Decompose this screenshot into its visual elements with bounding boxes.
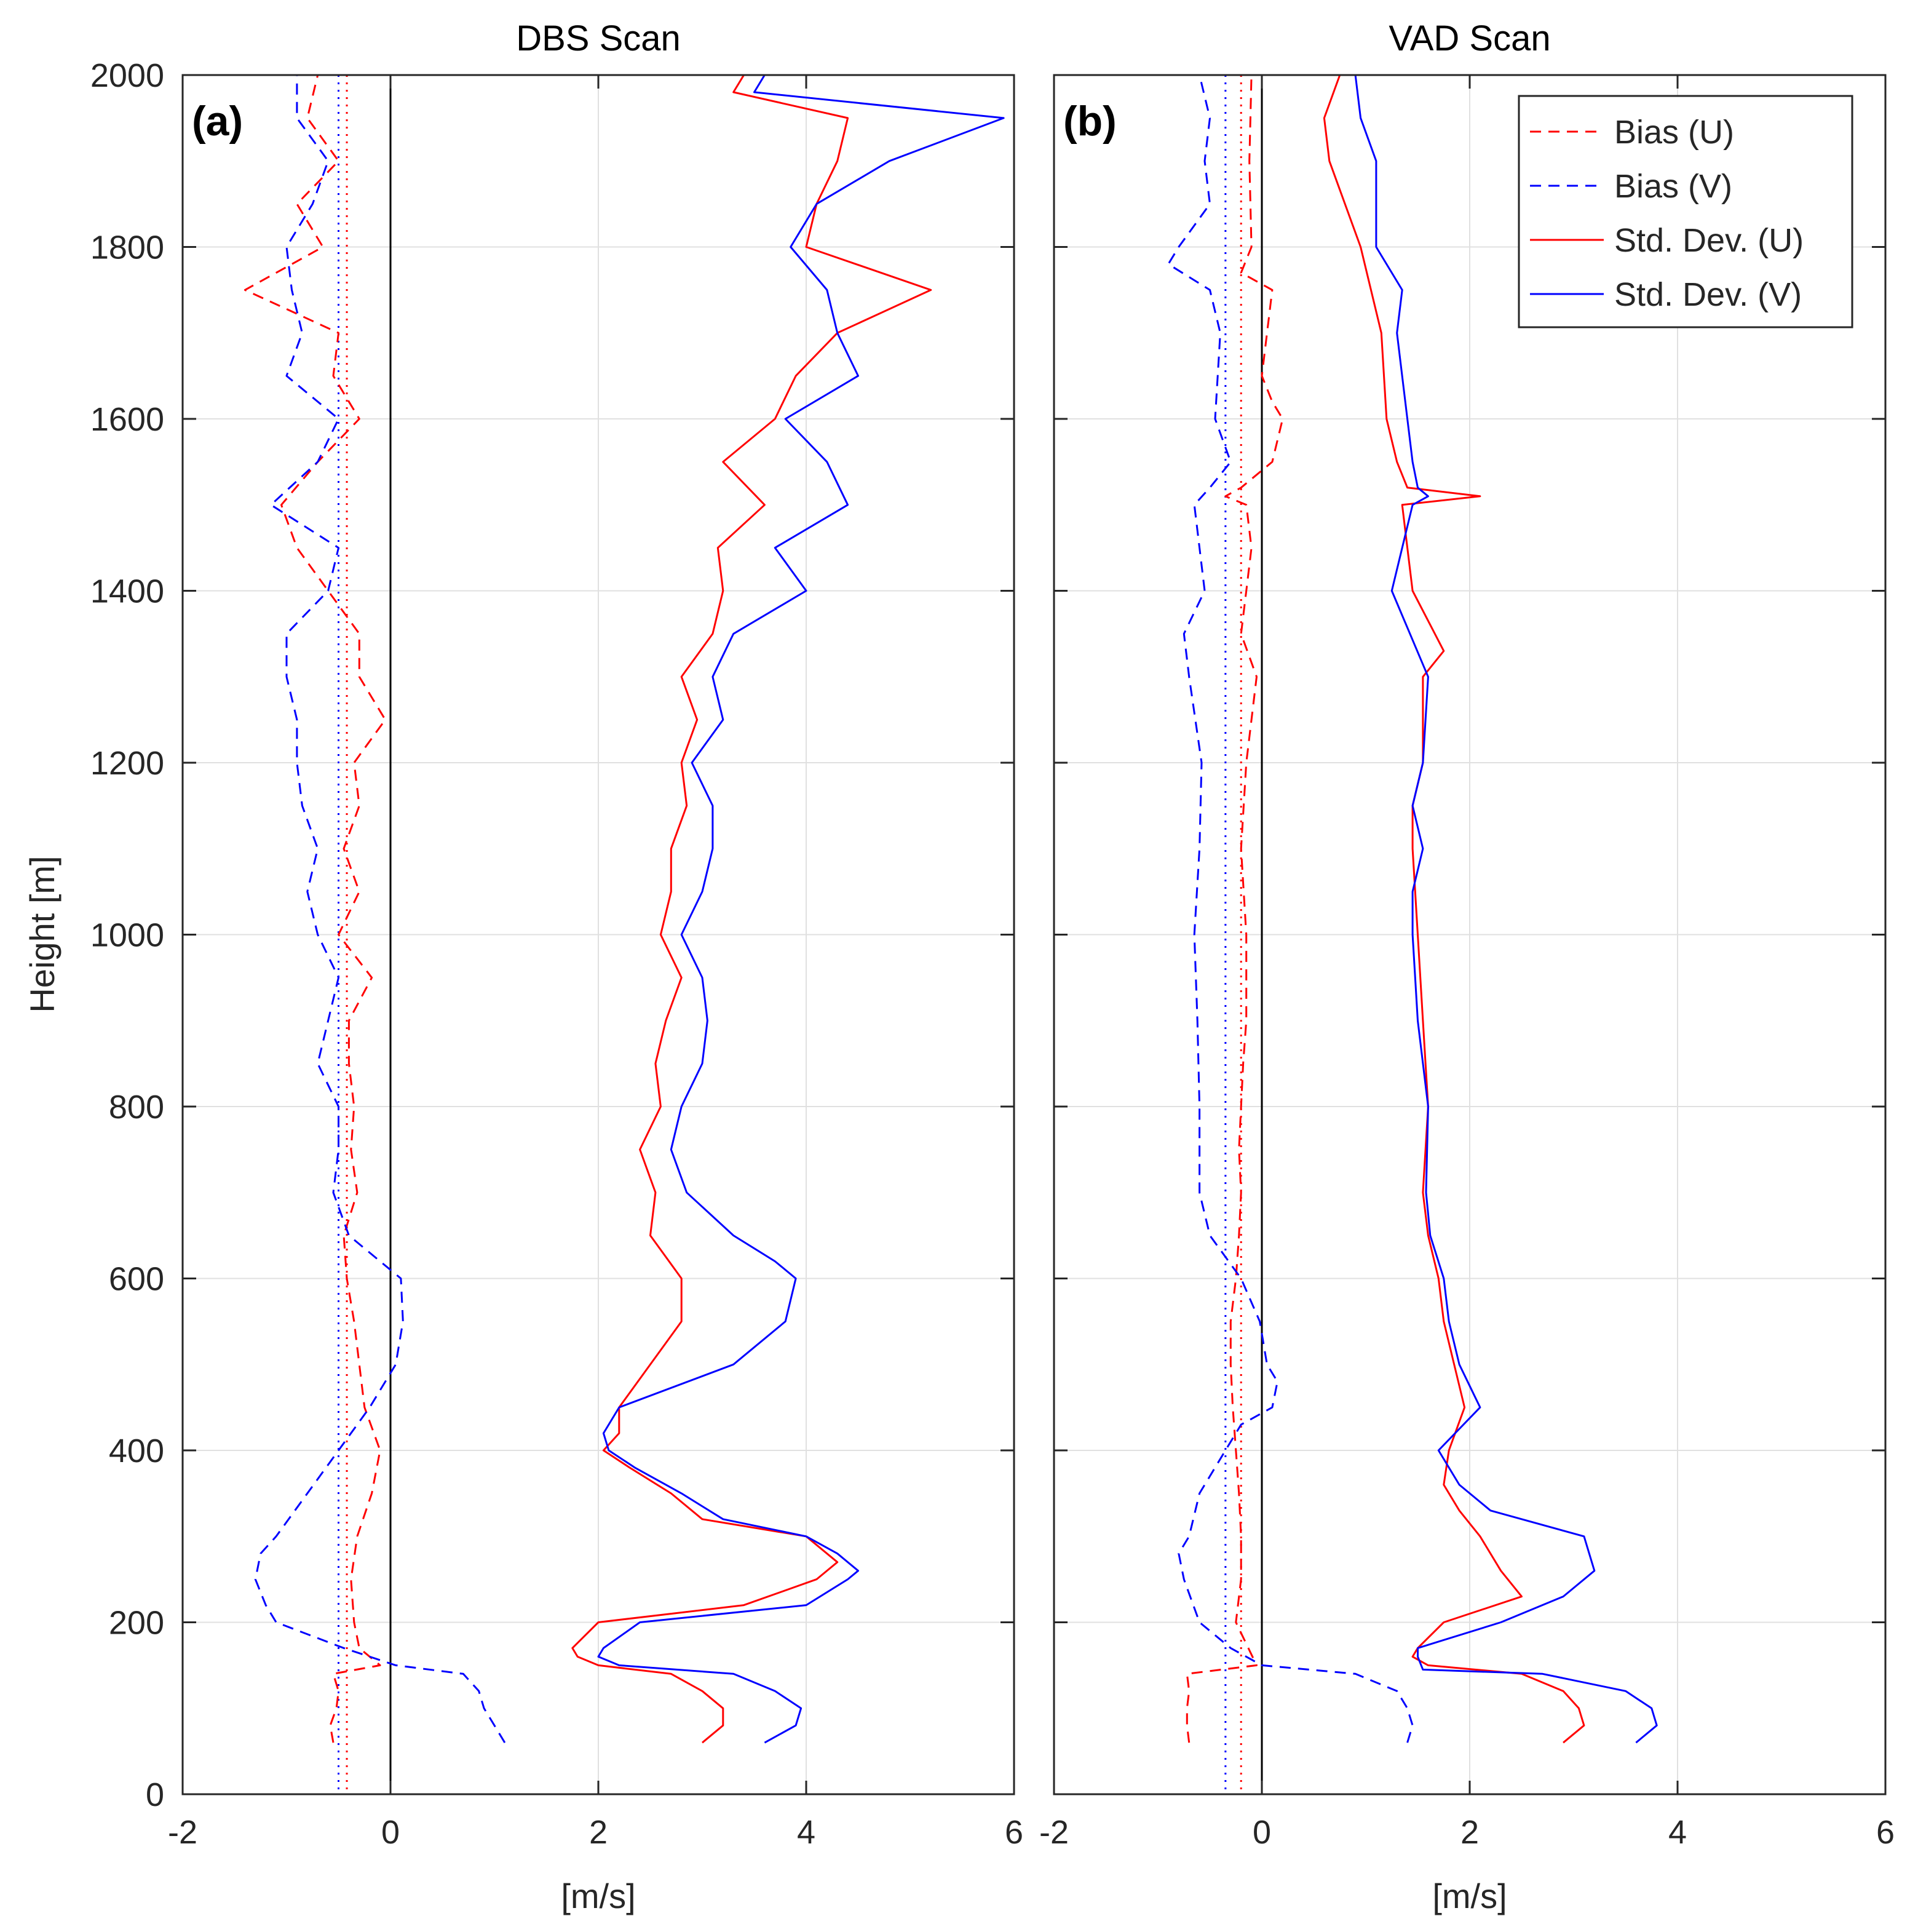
y-tick-label: 1000 bbox=[90, 917, 164, 954]
x-tick-label: 4 bbox=[1668, 1814, 1687, 1851]
y-tick-label: 0 bbox=[146, 1776, 164, 1813]
series-line-bias-u bbox=[1186, 74, 1284, 1743]
legend-label: Bias (U) bbox=[1614, 114, 1734, 151]
x-axis-label: [m/s] bbox=[1432, 1877, 1507, 1915]
x-tick-label: 0 bbox=[1253, 1814, 1271, 1851]
panel-label: (b) bbox=[1063, 98, 1117, 145]
x-tick-label: 4 bbox=[797, 1814, 815, 1851]
y-tick-label: 1800 bbox=[90, 229, 164, 266]
y-tick-label: 800 bbox=[109, 1089, 164, 1126]
legend-label: Bias (V) bbox=[1614, 168, 1732, 205]
panel-title: VAD Scan bbox=[1389, 18, 1550, 58]
series-line-bias-v bbox=[1167, 74, 1414, 1743]
legend-label: Std. Dev. (U) bbox=[1614, 222, 1804, 259]
panel-label: (a) bbox=[192, 98, 243, 145]
x-tick-label: -2 bbox=[1039, 1814, 1069, 1851]
x-tick-label: -2 bbox=[168, 1814, 197, 1851]
x-tick-label: 0 bbox=[381, 1814, 400, 1851]
y-tick-label: 600 bbox=[109, 1261, 164, 1298]
legend-entry: Bias (U) bbox=[1530, 114, 1734, 151]
series-line-std-dev-v bbox=[1354, 74, 1658, 1744]
legend: Bias (U) Bias (V) Std. Dev. (U) Std. Dev… bbox=[1518, 95, 1853, 328]
series-line-std-dev-v bbox=[597, 74, 1005, 1744]
x-tick-label: 6 bbox=[1005, 1814, 1023, 1851]
y-axis-label: Height [m] bbox=[23, 856, 61, 1012]
y-tick-label: 400 bbox=[109, 1433, 164, 1469]
y-tick-label: 2000 bbox=[90, 57, 164, 94]
x-tick-label: 2 bbox=[1460, 1814, 1479, 1851]
legend-box bbox=[1518, 95, 1853, 328]
x-tick-label: 2 bbox=[589, 1814, 608, 1851]
x-tick-label: 6 bbox=[1876, 1814, 1895, 1851]
y-tick-label: 1600 bbox=[90, 401, 164, 438]
legend-entry: Std. Dev. (V) bbox=[1530, 276, 1802, 313]
panel-title: DBS Scan bbox=[516, 18, 681, 58]
legend-entry: Bias (V) bbox=[1530, 168, 1732, 205]
x-axis-label: [m/s] bbox=[561, 1877, 635, 1915]
y-tick-label: 1200 bbox=[90, 745, 164, 782]
legend-entry: Std. Dev. (U) bbox=[1530, 222, 1804, 259]
legend-label: Std. Dev. (V) bbox=[1614, 276, 1802, 313]
series-line-std-dev-u bbox=[1323, 74, 1585, 1744]
y-tick-label: 200 bbox=[109, 1605, 164, 1642]
panel-a: -2 0 2 4 60200400600800100012001400160018002… bbox=[23, 18, 1023, 1915]
series-line-std-dev-u bbox=[571, 74, 932, 1744]
panel-b: -2 0 2 4 6 VAD Scan (b) [m/s] bbox=[1039, 18, 1895, 1915]
y-tick-label: 1400 bbox=[90, 573, 164, 610]
